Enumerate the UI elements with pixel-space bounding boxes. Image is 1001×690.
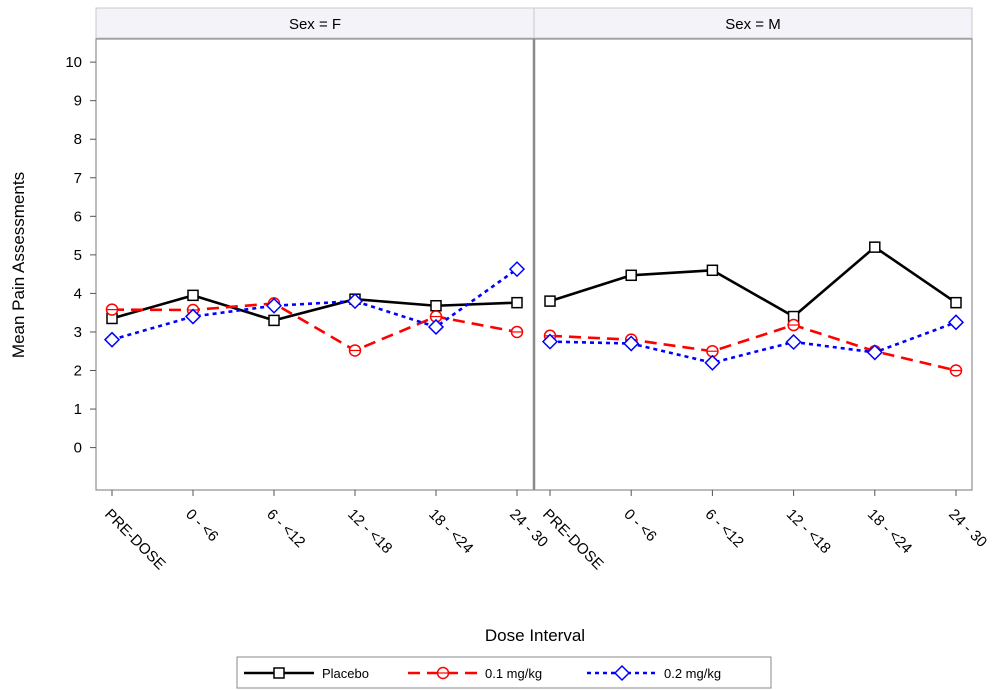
data-point-circle	[105, 303, 119, 316]
data-point-circle	[348, 344, 362, 357]
y-tick-label: 8	[74, 131, 82, 148]
y-tick-label: 3	[74, 324, 82, 341]
x-tick-label: 0 - <6	[620, 506, 659, 545]
y-tick-label: 5	[74, 247, 82, 264]
data-point-square	[187, 289, 199, 302]
data-point-square	[625, 269, 637, 282]
data-point-diamond	[947, 314, 965, 331]
x-tick-label: 18 - <24	[425, 506, 476, 557]
data-point-square	[268, 314, 280, 327]
data-point-square	[869, 241, 881, 253]
series-line-square	[549, 245, 957, 318]
x-tick-label: 18 - <24	[864, 506, 915, 557]
data-point-diamond	[427, 318, 445, 336]
legend: Placebo 0.1 mg/kg 0.2 mg/kg	[244, 664, 721, 682]
data-point-square	[511, 296, 523, 309]
series-line-square	[111, 294, 518, 322]
x-tick-label: PRE-DOSE	[101, 506, 168, 573]
y-tick-label: 1	[74, 401, 82, 418]
y-axis-title: Mean Pain Assessments	[9, 172, 28, 358]
x-tick-label: 12 - <18	[783, 506, 834, 557]
y-tick-label: 0	[74, 440, 82, 457]
data-point-square	[950, 296, 962, 309]
panel-label-m: Sex = M	[725, 16, 780, 33]
y-tick-label: 2	[74, 363, 82, 380]
legend-label: 0.1 mg/kg	[485, 666, 542, 681]
x-tick-label: 6 - <12	[702, 506, 747, 551]
data-point-diamond	[508, 261, 526, 278]
x-axis-title: Dose Interval	[485, 626, 585, 645]
y-tick-label: 4	[74, 285, 82, 302]
data-point-circle	[510, 325, 524, 339]
x-tick-label: 0 - <6	[182, 506, 221, 545]
x-axis: PRE-DOSE 0 - <6 6 - <12 12 - <18 18 - <24 24 …	[101, 490, 990, 573]
data-point-diamond	[866, 344, 883, 361]
data-point-circle	[949, 364, 963, 377]
data-point-diamond	[704, 354, 721, 371]
legend-label: 0.2 mg/kg	[664, 666, 721, 681]
data-point-square	[706, 264, 719, 277]
y-tick-label: 9	[74, 93, 82, 110]
legend-marker-circle	[436, 666, 450, 680]
series-line-circle	[549, 323, 957, 372]
data-point-square	[544, 295, 556, 307]
x-tick-label: 6 - <12	[263, 506, 308, 551]
x-tick-label: 24 - 30	[945, 506, 990, 551]
y-tick-label: 10	[65, 54, 82, 71]
data-point-diamond	[184, 308, 202, 325]
data-point-diamond	[265, 297, 283, 314]
series-layer	[103, 241, 965, 377]
panel-label-f: Sex = F	[289, 16, 341, 33]
y-tick-label: 6	[74, 208, 82, 225]
y-axis: 0 1 2 3 4 5 6 7 8 9 10	[65, 54, 96, 457]
data-point-diamond	[346, 293, 364, 310]
data-point-diamond	[541, 333, 559, 350]
data-point-square	[430, 299, 442, 312]
data-point-diamond	[623, 335, 640, 352]
legend-marker-square	[273, 667, 285, 679]
legend-label: Placebo	[322, 666, 369, 681]
x-tick-label: 12 - <18	[344, 506, 395, 557]
data-point-circle	[787, 318, 800, 332]
series-line-circle	[111, 302, 518, 352]
data-point-diamond	[785, 333, 802, 351]
legend-box	[236, 656, 772, 689]
data-point-circle	[429, 310, 443, 323]
y-tick-label: 7	[74, 170, 82, 187]
data-point-diamond	[103, 331, 121, 348]
series-line-diamond	[549, 321, 957, 365]
legend-marker-diamond	[613, 664, 631, 682]
